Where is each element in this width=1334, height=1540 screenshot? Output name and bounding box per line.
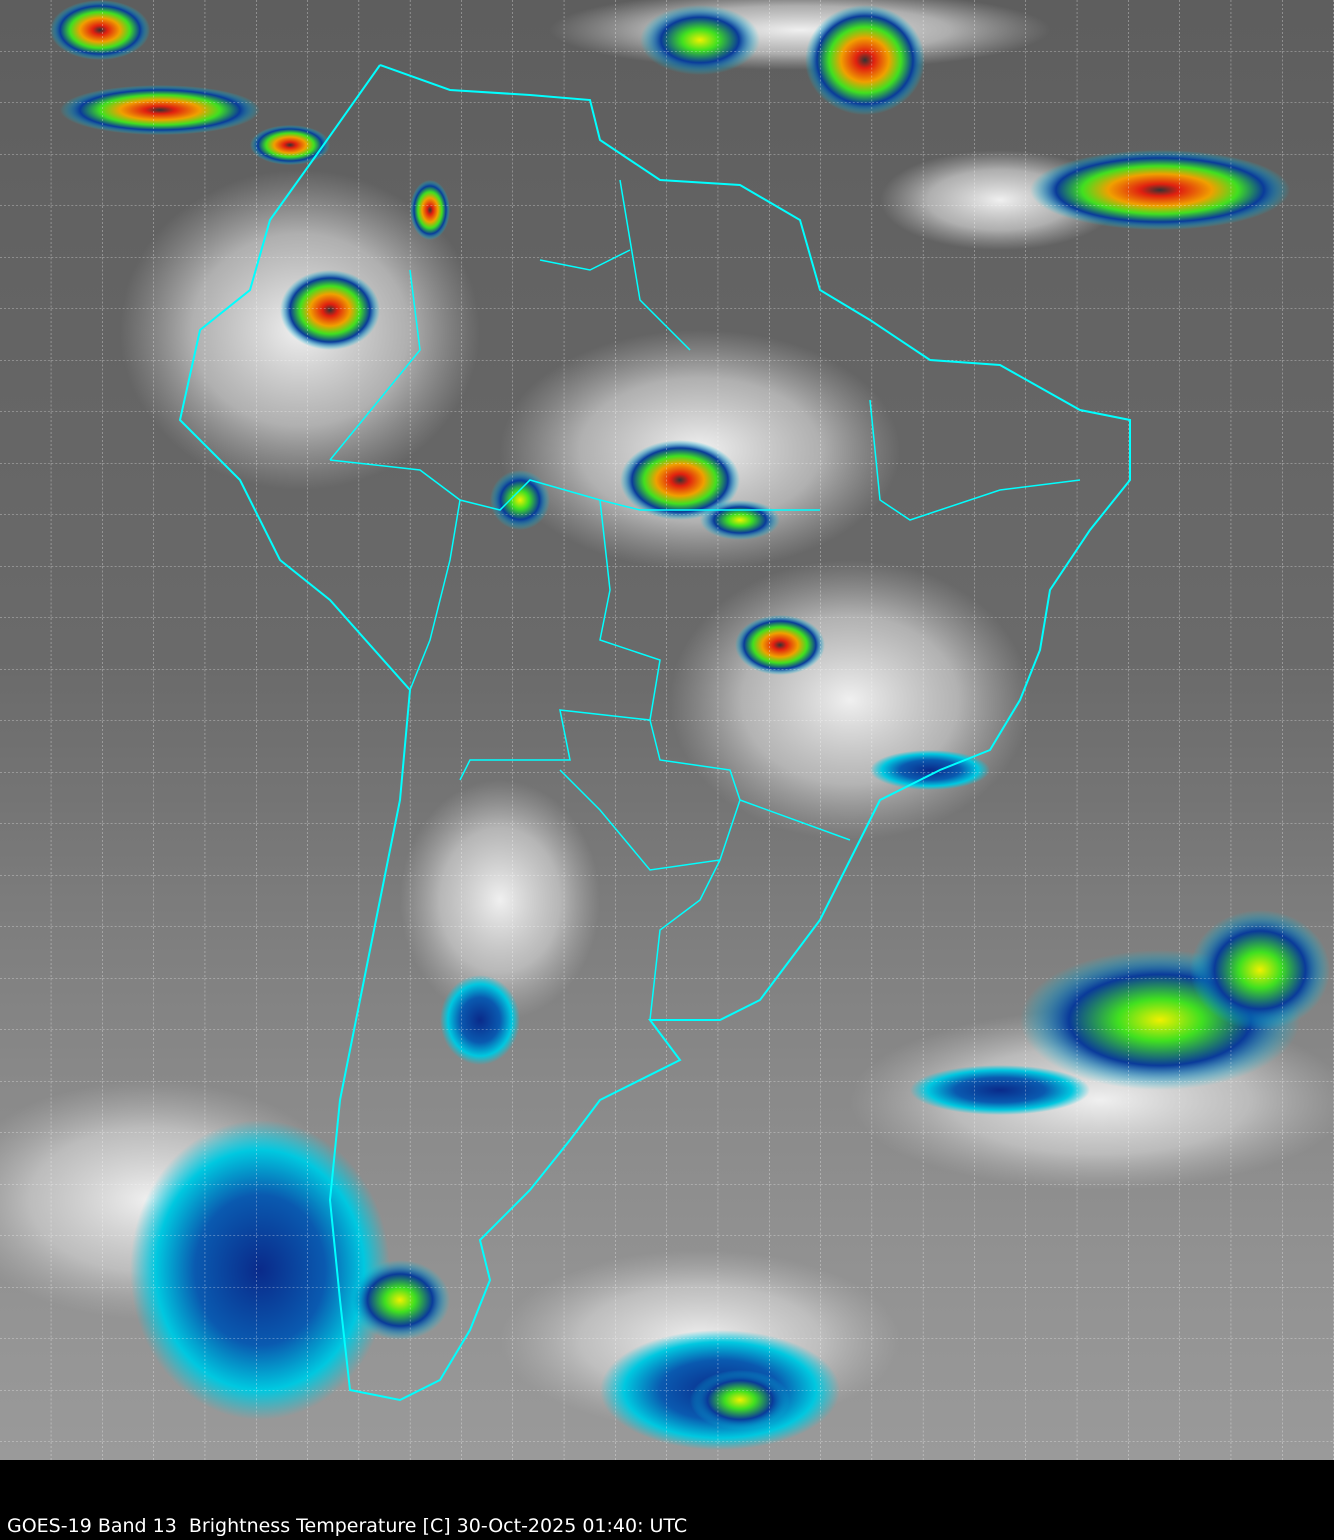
- continent-coastline: [178, 64, 1131, 1402]
- image-caption: GOES-19 Band 13 Brightness Temperature […: [7, 1515, 688, 1537]
- country-borders: [329, 179, 1081, 1021]
- lat-lon-grid: [0, 0, 1334, 1460]
- satellite-image: [0, 0, 1334, 1460]
